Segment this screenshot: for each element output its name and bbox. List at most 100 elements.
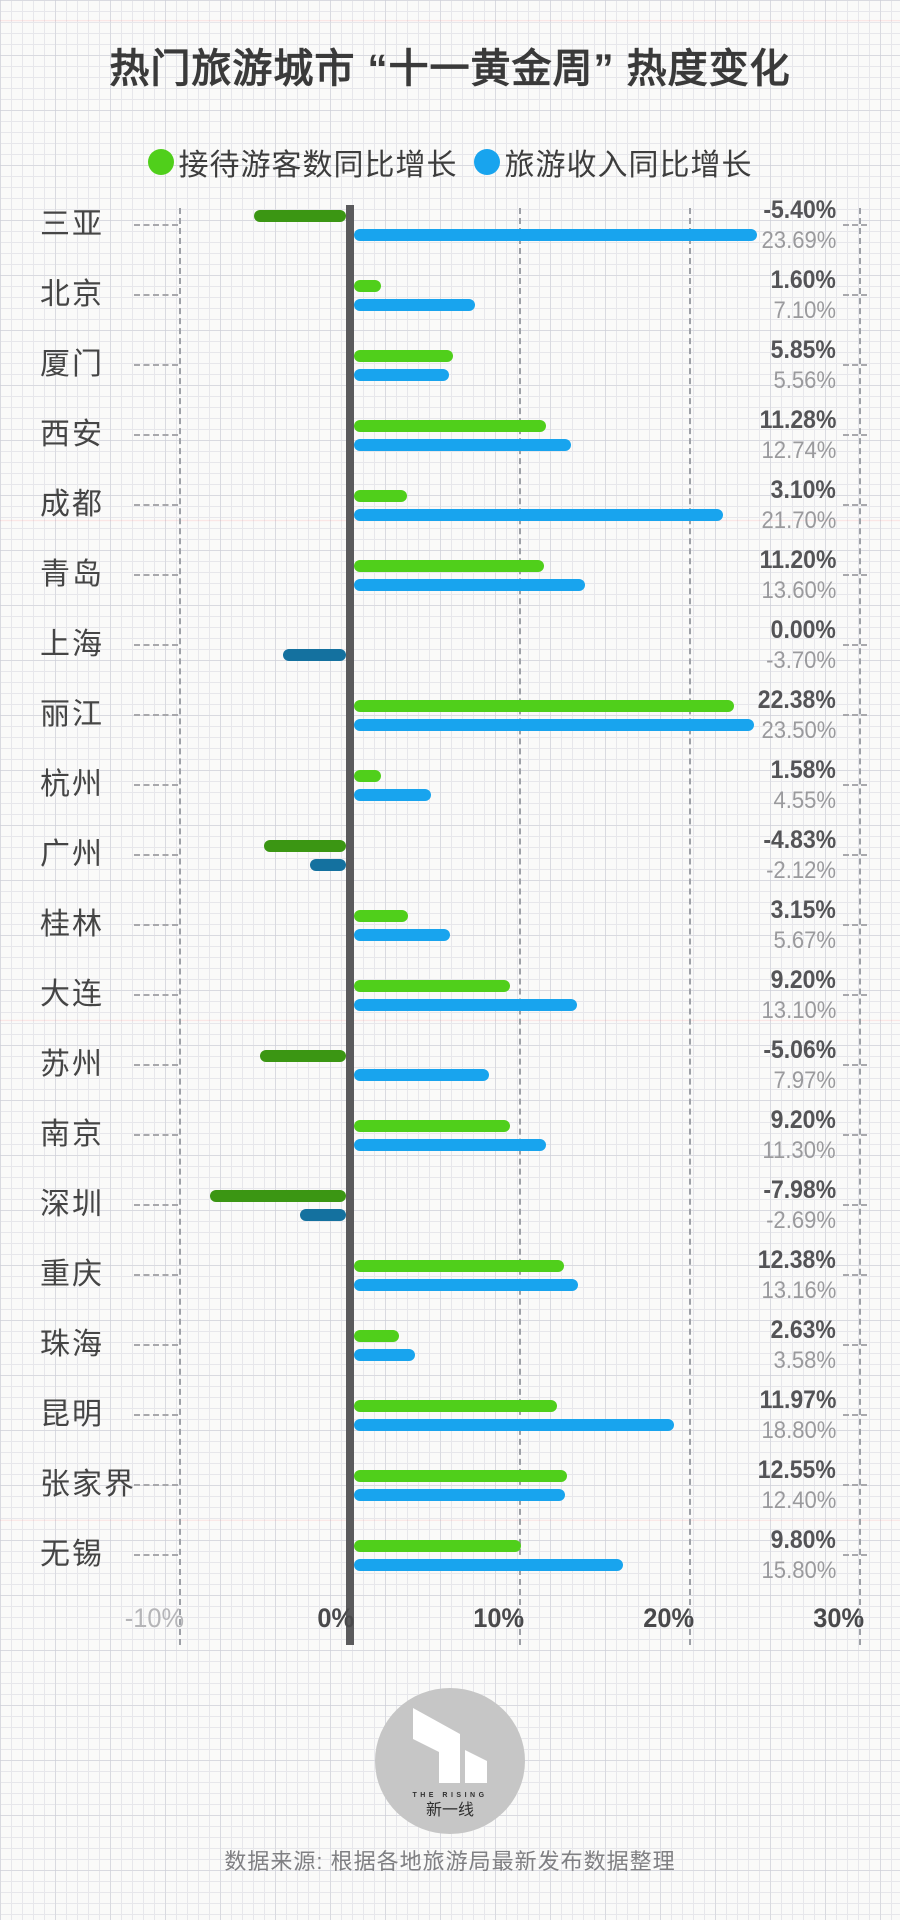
row-right-tick-dash — [843, 1484, 867, 1486]
visitors-bar — [354, 280, 382, 292]
logo-name-en: THE RISING — [412, 1792, 487, 1799]
revenue-value-label: 5.67% — [773, 927, 836, 954]
row-leader-dash — [134, 714, 178, 716]
revenue-value-label: 11.30% — [762, 1137, 836, 1164]
visitors-value-label: 9.20% — [770, 966, 836, 994]
row-right-tick-dash — [843, 924, 867, 926]
row-leader-dash — [134, 784, 178, 786]
revenue-bar — [354, 1349, 415, 1361]
revenue-bar — [354, 719, 754, 731]
revenue-bar — [354, 929, 451, 941]
revenue-value-label: 18.80% — [761, 1417, 836, 1444]
visitors-value-label: 1.60% — [770, 266, 836, 294]
visitors-value-label: 11.20% — [759, 546, 836, 574]
x-tick-label: -10% — [124, 1603, 184, 1633]
visitors-value-label: 9.20% — [770, 1106, 836, 1134]
visitors-value-label: 22.38% — [757, 686, 836, 714]
row-leader-dash — [134, 1554, 178, 1556]
revenue-bar — [354, 1279, 578, 1291]
revenue-bar — [309, 859, 346, 871]
revenue-value-label: 21.70% — [761, 507, 836, 534]
revenue-bar — [354, 1139, 547, 1151]
city-label: 丽江 — [40, 698, 104, 731]
legend-label-visitors: 接待游客数同比增长 — [178, 149, 458, 182]
revenue-bar — [354, 369, 449, 381]
revenue-value-label: 4.55% — [773, 787, 836, 814]
legend-item-revenue: 旅游收入同比增长 — [473, 140, 753, 184]
row-right-tick-dash — [843, 1414, 867, 1416]
city-label: 三亚 — [40, 208, 104, 241]
legend-item-visitors: 接待游客数同比增长 — [147, 140, 458, 184]
revenue-value-label: 5.56% — [773, 367, 836, 394]
visitors-bar — [354, 910, 408, 922]
visitors-bar — [263, 840, 346, 852]
zero-axis-line — [346, 205, 354, 1645]
visitors-value-label: -5.06% — [763, 1036, 836, 1064]
revenue-bar — [354, 439, 571, 451]
row-right-tick-dash — [843, 784, 867, 786]
legend-label-revenue: 旅游收入同比增长 — [504, 149, 753, 182]
row-leader-dash — [134, 224, 178, 226]
visitors-value-label: 1.58% — [770, 756, 836, 784]
revenue-bar — [354, 299, 475, 311]
revenue-value-label: 7.10% — [773, 297, 836, 324]
revenue-bar — [354, 1489, 565, 1501]
city-label: 青岛 — [40, 558, 104, 591]
visitors-bar — [354, 700, 735, 712]
row-leader-dash — [134, 994, 178, 996]
row-right-tick-dash — [843, 1344, 867, 1346]
row-leader-dash — [134, 854, 178, 856]
x-tick-label: 10% — [473, 1603, 524, 1633]
gridline-20pct — [689, 208, 691, 1645]
visitors-bar — [354, 1260, 565, 1272]
revenue-bar — [354, 999, 577, 1011]
row-right-tick-dash — [843, 714, 867, 716]
x-tick-label: 30% — [813, 1603, 864, 1633]
revenue-value-label: -2.69% — [766, 1207, 836, 1234]
revenue-value-label: -2.12% — [766, 857, 836, 884]
revenue-bar — [354, 579, 586, 591]
visitors-bar — [354, 1120, 511, 1132]
x-tick-label: 0% — [317, 1603, 354, 1633]
revenue-bar — [354, 789, 432, 801]
visitors-bar — [254, 210, 346, 222]
visitors-value-label: 12.38% — [757, 1246, 836, 1274]
city-label: 桂林 — [40, 908, 104, 941]
data-source-note: 数据来源: 根据各地旅游局最新发布数据整理 — [224, 1849, 676, 1874]
visitors-value-label: -7.98% — [763, 1176, 836, 1204]
row-leader-dash — [134, 1344, 178, 1346]
visitors-value-label: 0.00% — [770, 616, 836, 644]
row-leader-dash — [134, 1204, 178, 1206]
revenue-value-label: -3.70% — [766, 647, 836, 674]
row-right-tick-dash — [843, 644, 867, 646]
visitors-bar — [354, 1540, 521, 1552]
visitors-bar — [354, 490, 407, 502]
city-label: 重庆 — [40, 1258, 104, 1291]
revenue-bar — [354, 1419, 674, 1431]
row-right-tick-dash — [843, 1204, 867, 1206]
city-label: 西安 — [40, 418, 104, 451]
row-right-tick-dash — [843, 364, 867, 366]
visitors-value-label: 3.15% — [770, 896, 836, 924]
visitors-legend-dot-icon — [147, 149, 174, 175]
city-label: 北京 — [40, 278, 104, 311]
revenue-value-label: 23.69% — [761, 227, 836, 254]
visitors-bar — [259, 1050, 346, 1062]
city-label: 珠海 — [40, 1328, 104, 1361]
row-right-tick-dash — [843, 574, 867, 576]
gridline-30pct — [859, 208, 861, 1645]
visitors-bar — [354, 1470, 568, 1482]
gridline--10pct — [179, 208, 181, 1645]
revenue-value-label: 12.40% — [761, 1487, 836, 1514]
city-label: 无锡 — [40, 1538, 104, 1571]
row-leader-dash — [134, 924, 178, 926]
revenue-value-label: 13.60% — [761, 577, 836, 604]
city-label: 成都 — [40, 488, 104, 521]
revenue-bar — [354, 229, 757, 241]
x-tick-label: 20% — [643, 1603, 694, 1633]
city-label: 上海 — [40, 628, 104, 661]
visitors-value-label: 3.10% — [770, 476, 836, 504]
city-label: 张家界 — [40, 1468, 136, 1501]
row-leader-dash — [134, 1484, 178, 1486]
